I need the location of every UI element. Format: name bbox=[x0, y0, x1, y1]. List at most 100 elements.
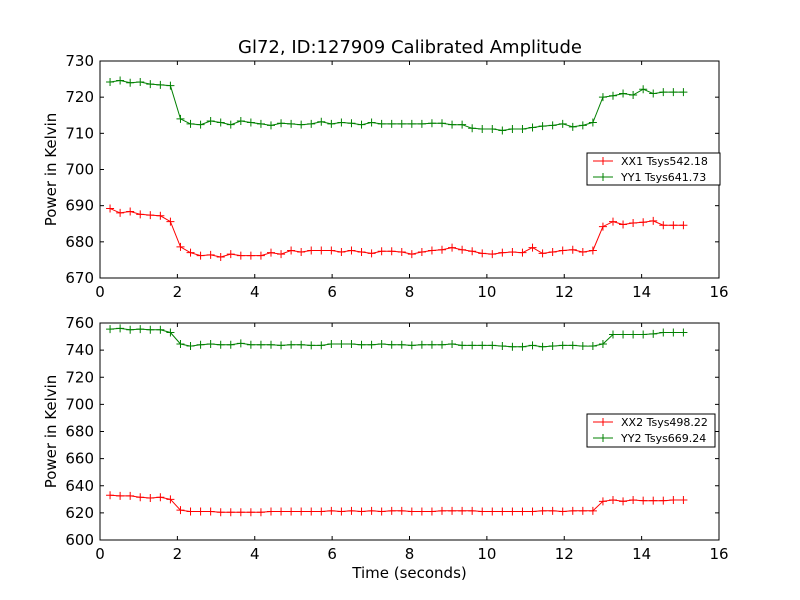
bottom-x-tick-label: 2 bbox=[173, 545, 183, 563]
bottom-data-point bbox=[186, 342, 195, 351]
bottom-data-point bbox=[548, 342, 557, 351]
top-data-point bbox=[518, 124, 527, 133]
bottom-data-point bbox=[679, 495, 688, 504]
bottom-data-point bbox=[538, 342, 547, 351]
bottom-legend-box bbox=[586, 413, 716, 448]
bottom-data-point bbox=[488, 341, 497, 350]
bottom-legend-label-2: YY2 Tsys669.24 bbox=[620, 432, 706, 445]
top-data-point bbox=[417, 247, 426, 256]
bottom-data-point bbox=[518, 507, 527, 516]
bottom-data-point bbox=[588, 506, 597, 515]
bottom-data-point bbox=[317, 507, 326, 516]
top-legend-marker-1 bbox=[599, 157, 607, 165]
bottom-data-point bbox=[437, 506, 446, 515]
bottom-data-point bbox=[236, 339, 245, 348]
bottom-data-point bbox=[528, 507, 537, 516]
bottom-data-point bbox=[226, 340, 235, 349]
top-data-point bbox=[478, 124, 487, 133]
top-data-point bbox=[327, 246, 336, 255]
top-data-point bbox=[558, 119, 567, 128]
bottom-data-point bbox=[297, 340, 306, 349]
top-data-point bbox=[619, 220, 628, 229]
top-data-point bbox=[287, 119, 296, 128]
top-data-point bbox=[518, 248, 527, 257]
top-data-point bbox=[407, 250, 416, 259]
top-data-point bbox=[106, 204, 115, 213]
bottom-y-tick-label: 600 bbox=[65, 531, 94, 549]
bottom-data-point bbox=[216, 508, 225, 517]
top-data-point bbox=[166, 217, 175, 226]
bottom-data-point bbox=[317, 341, 326, 350]
bottom-data-point bbox=[277, 507, 286, 516]
bottom-data-point bbox=[337, 340, 346, 349]
top-data-point bbox=[176, 114, 185, 123]
top-data-point bbox=[639, 85, 648, 94]
bottom-x-tick-label: 12 bbox=[555, 545, 574, 563]
bottom-data-point bbox=[126, 325, 135, 334]
bottom-data-point bbox=[488, 507, 497, 516]
top-data-point bbox=[478, 249, 487, 258]
top-data-point bbox=[287, 246, 296, 255]
top-data-point bbox=[679, 88, 688, 97]
top-data-point bbox=[136, 77, 145, 86]
top-data-point bbox=[196, 251, 205, 260]
top-y-tick-label: 700 bbox=[65, 161, 94, 179]
top-data-point bbox=[448, 243, 457, 252]
top-y-tick-label: 670 bbox=[65, 269, 94, 287]
bottom-data-point bbox=[468, 506, 477, 515]
top-data-point bbox=[196, 120, 205, 129]
top-data-point bbox=[427, 246, 436, 255]
top-x-tick-label: 0 bbox=[95, 283, 105, 301]
top-y-tick-label: 680 bbox=[65, 233, 94, 251]
top-data-point bbox=[468, 124, 477, 133]
top-data-point bbox=[226, 120, 235, 129]
top-y-tick-label: 710 bbox=[65, 124, 94, 142]
top-data-point bbox=[669, 221, 678, 230]
bottom-data-point bbox=[619, 330, 628, 339]
bottom-data-point bbox=[659, 328, 668, 337]
bottom-data-point bbox=[407, 341, 416, 350]
top-data-point bbox=[629, 219, 638, 228]
bottom-data-point bbox=[367, 340, 376, 349]
bottom-data-point bbox=[106, 325, 115, 334]
top-data-point bbox=[146, 80, 155, 89]
bottom-data-point bbox=[558, 507, 567, 516]
top-data-point bbox=[146, 211, 155, 220]
bottom-data-point bbox=[347, 506, 356, 515]
top-x-tick-label: 16 bbox=[709, 283, 728, 301]
bottom-data-point bbox=[156, 325, 165, 334]
bottom-data-point bbox=[347, 340, 356, 349]
top-legend-label-1: XX1 Tsys542.18 bbox=[621, 155, 708, 168]
top-data-point bbox=[126, 78, 135, 87]
bottom-y-axis-label: Power in Kelvin bbox=[42, 375, 60, 489]
bottom-data-point bbox=[518, 342, 527, 351]
bottom-data-point bbox=[669, 328, 678, 337]
bottom-data-point bbox=[598, 497, 607, 506]
bottom-data-point bbox=[126, 491, 135, 500]
bottom-data-point bbox=[297, 507, 306, 516]
top-data-point bbox=[578, 121, 587, 130]
top-data-point bbox=[669, 88, 678, 97]
top-data-point bbox=[407, 119, 416, 128]
top-data-point bbox=[186, 119, 195, 128]
bottom-data-point bbox=[679, 328, 688, 337]
top-data-point bbox=[629, 90, 638, 99]
top-x-tick-label: 2 bbox=[173, 283, 183, 301]
bottom-data-point bbox=[277, 341, 286, 350]
bottom-data-point bbox=[498, 507, 507, 516]
bottom-y-tick-label: 660 bbox=[65, 450, 94, 468]
bottom-data-point bbox=[598, 340, 607, 349]
bottom-legend-label-1: XX2 Tsys498.22 bbox=[621, 416, 708, 429]
bottom-data-point bbox=[639, 496, 648, 505]
figure-title: Gl72, ID:127909 Calibrated Amplitude bbox=[238, 37, 582, 58]
bottom-y-tick-label: 640 bbox=[65, 477, 94, 495]
top-data-point bbox=[266, 121, 275, 130]
bottom-data-point bbox=[327, 340, 336, 349]
top-y-axis-label: Power in Kelvin bbox=[42, 113, 60, 227]
bottom-data-point bbox=[528, 341, 537, 350]
bottom-data-point bbox=[498, 342, 507, 351]
top-data-point bbox=[357, 120, 366, 129]
top-data-point bbox=[387, 119, 396, 128]
top-legend-marker-2 bbox=[599, 173, 607, 181]
bottom-data-point bbox=[619, 497, 628, 506]
